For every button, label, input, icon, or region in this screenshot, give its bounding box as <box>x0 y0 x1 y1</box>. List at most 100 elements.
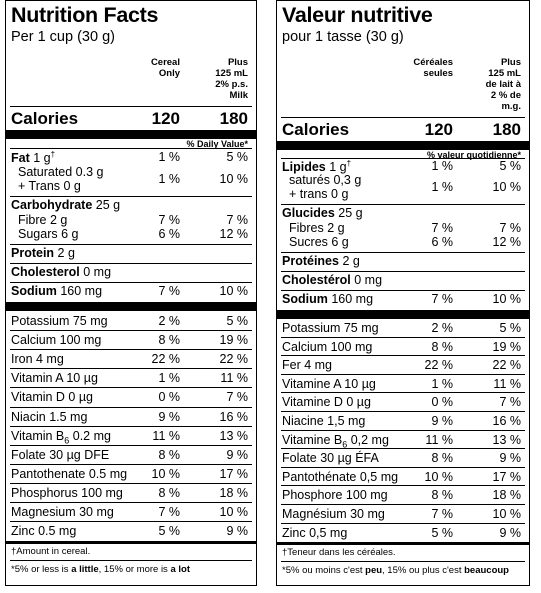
column-header-cereal: Céréales seules <box>413 57 453 79</box>
sugars-v2: 12 % <box>492 235 522 249</box>
mineral-name: Vitamine B <box>282 432 343 447</box>
mineral-v2: 10 % <box>219 505 249 519</box>
footnote-daily-value: *5% ou moins c'est peu, 15% ou plus c'es… <box>282 565 509 576</box>
nutrition-facts-panel-en: Nutrition Facts Per 1 cup (30 g) Cereal … <box>5 0 257 586</box>
divider <box>10 521 252 523</box>
col2-line: Plus <box>500 57 521 68</box>
mineral-v2: 5 % <box>226 314 248 328</box>
serving-size: pour 1 tasse (30 g) <box>282 29 404 45</box>
mineral-v1: 7 % <box>158 505 180 519</box>
saturated-v1: 1 % <box>158 172 180 186</box>
divider <box>10 196 252 197</box>
mineral-v1: 22 % <box>151 352 181 367</box>
divider <box>10 349 252 351</box>
divider <box>281 411 525 412</box>
mineral-v1: 10 % <box>424 469 454 484</box>
fat-amount: 1 g <box>33 151 51 166</box>
divider <box>10 387 252 389</box>
fat-v2: 5 % <box>499 159 521 173</box>
protein-name: Protéines <box>282 254 339 268</box>
cholesterol-amount: 0 mg <box>354 273 383 287</box>
mineral-v1: 8 % <box>431 451 453 466</box>
divider <box>10 560 252 561</box>
serving-size: Per 1 cup (30 g) <box>11 29 115 45</box>
sodium-amount: 160 mg <box>331 292 374 306</box>
col2-line: Milk <box>229 90 248 101</box>
mineral-subscript: 6 <box>64 435 70 446</box>
mineral-name: Magnesium 30 mg <box>11 505 114 519</box>
protein-row: Protéines 2 g <box>282 254 360 268</box>
mineral-label: Zinc 0.5 mg <box>11 524 76 538</box>
mineral-name: Niacine 1,5 mg <box>282 414 366 428</box>
mineral-v1: 9 % <box>158 409 180 424</box>
mineral-name: Magnésium 30 mg <box>282 507 385 521</box>
cholesterol-row: Cholestérol 0 mg <box>282 273 382 287</box>
mineral-name: Calcium 100 mg <box>282 339 373 354</box>
mineral-v1: 0 % <box>158 390 180 405</box>
divider <box>281 158 525 159</box>
col2-line: 125 mL <box>488 68 521 79</box>
sugars-v1: 6 % <box>431 235 453 249</box>
fibre-v2: 7 % <box>226 213 248 227</box>
saturated-v2: 10 % <box>492 180 522 194</box>
fn-bold: a little <box>71 564 99 575</box>
mineral-name: Pantothénate 0,5 mg <box>282 469 399 484</box>
calories-label: Calories <box>282 120 350 139</box>
mineral-v2: 5 % <box>499 321 521 335</box>
mineral-label: Phosphorus 100 mg <box>11 486 123 500</box>
fat-v1: 1 % <box>431 159 453 173</box>
mineral-name: Pantothenate 0.5 mg <box>11 466 128 481</box>
mineral-label: Pantothénate 0,5 mg <box>282 470 398 484</box>
mineral-v2: 7 % <box>499 395 521 410</box>
fn-part: , 15% ou plus c'est <box>382 565 465 576</box>
mineral-name: Fer 4 mg <box>282 358 333 373</box>
mineral-v1: 1 % <box>158 371 180 386</box>
mineral-v1: 7 % <box>431 507 453 521</box>
divider <box>281 392 525 394</box>
fn-part: *5% or less is <box>11 564 72 575</box>
fat-row: Fat 1 g† <box>11 150 55 165</box>
carb-name: Carbohydrate <box>11 198 93 212</box>
mineral-v1: 8 % <box>158 485 180 500</box>
daily-value-header: % Daily Value* <box>186 139 248 149</box>
mineral-label: Zinc 0,5 mg <box>282 526 347 540</box>
cholesterol-amount: 0 mg <box>83 265 112 279</box>
divider <box>281 117 525 118</box>
divider <box>10 263 252 264</box>
mineral-label: Folate 30 µg DFE <box>11 448 109 462</box>
sodium-v2: 10 % <box>219 284 249 298</box>
mineral-label: Magnesium 30 mg <box>11 505 114 519</box>
divider <box>10 330 252 332</box>
footnote-daily-value: *5% or less is a little, 15% or more is … <box>11 564 190 575</box>
mineral-v2: 19 % <box>219 333 249 348</box>
divider <box>281 522 525 524</box>
divider <box>10 444 252 446</box>
sodium-row: Sodium 160 mg <box>282 292 373 306</box>
medium-rule <box>6 541 256 544</box>
mineral-v2: 13 % <box>492 432 522 447</box>
mineral-name: Iron 4 mg <box>11 352 64 367</box>
daily-value-header: % valeur quotidienne* <box>426 150 521 160</box>
divider <box>10 425 252 427</box>
trans-row: + trans 0 g <box>289 187 349 201</box>
mineral-label: Vitamine A 10 µg <box>282 377 376 391</box>
mineral-v2: 11 % <box>493 376 521 391</box>
fibre-v1: 7 % <box>431 221 453 235</box>
mineral-v1: 1 % <box>431 376 453 391</box>
fibre-row: Fibre 2 g <box>18 213 68 227</box>
mineral-v2: 9 % <box>226 447 248 462</box>
divider <box>281 429 525 431</box>
column-header-cereal: Cereal Only <box>151 57 180 79</box>
column-header-milk: Plus 125 mL 2% p.s. Milk <box>215 57 248 101</box>
saturated-v1: 1 % <box>431 180 453 194</box>
col2-line: 2 % de <box>490 90 521 101</box>
mineral-name: Vitamine D 0 µg <box>282 395 371 410</box>
divider <box>281 561 525 562</box>
mineral-v1: 8 % <box>158 447 180 462</box>
mineral-v1: 22 % <box>424 358 454 373</box>
mineral-v2: 16 % <box>219 409 249 424</box>
footnote-amount: †Teneur dans les céréales. <box>282 547 396 558</box>
mineral-name: Vitamin B <box>11 428 65 443</box>
cholesterol-name: Cholestérol <box>282 273 351 287</box>
carb-amount: 25 g <box>338 206 363 220</box>
